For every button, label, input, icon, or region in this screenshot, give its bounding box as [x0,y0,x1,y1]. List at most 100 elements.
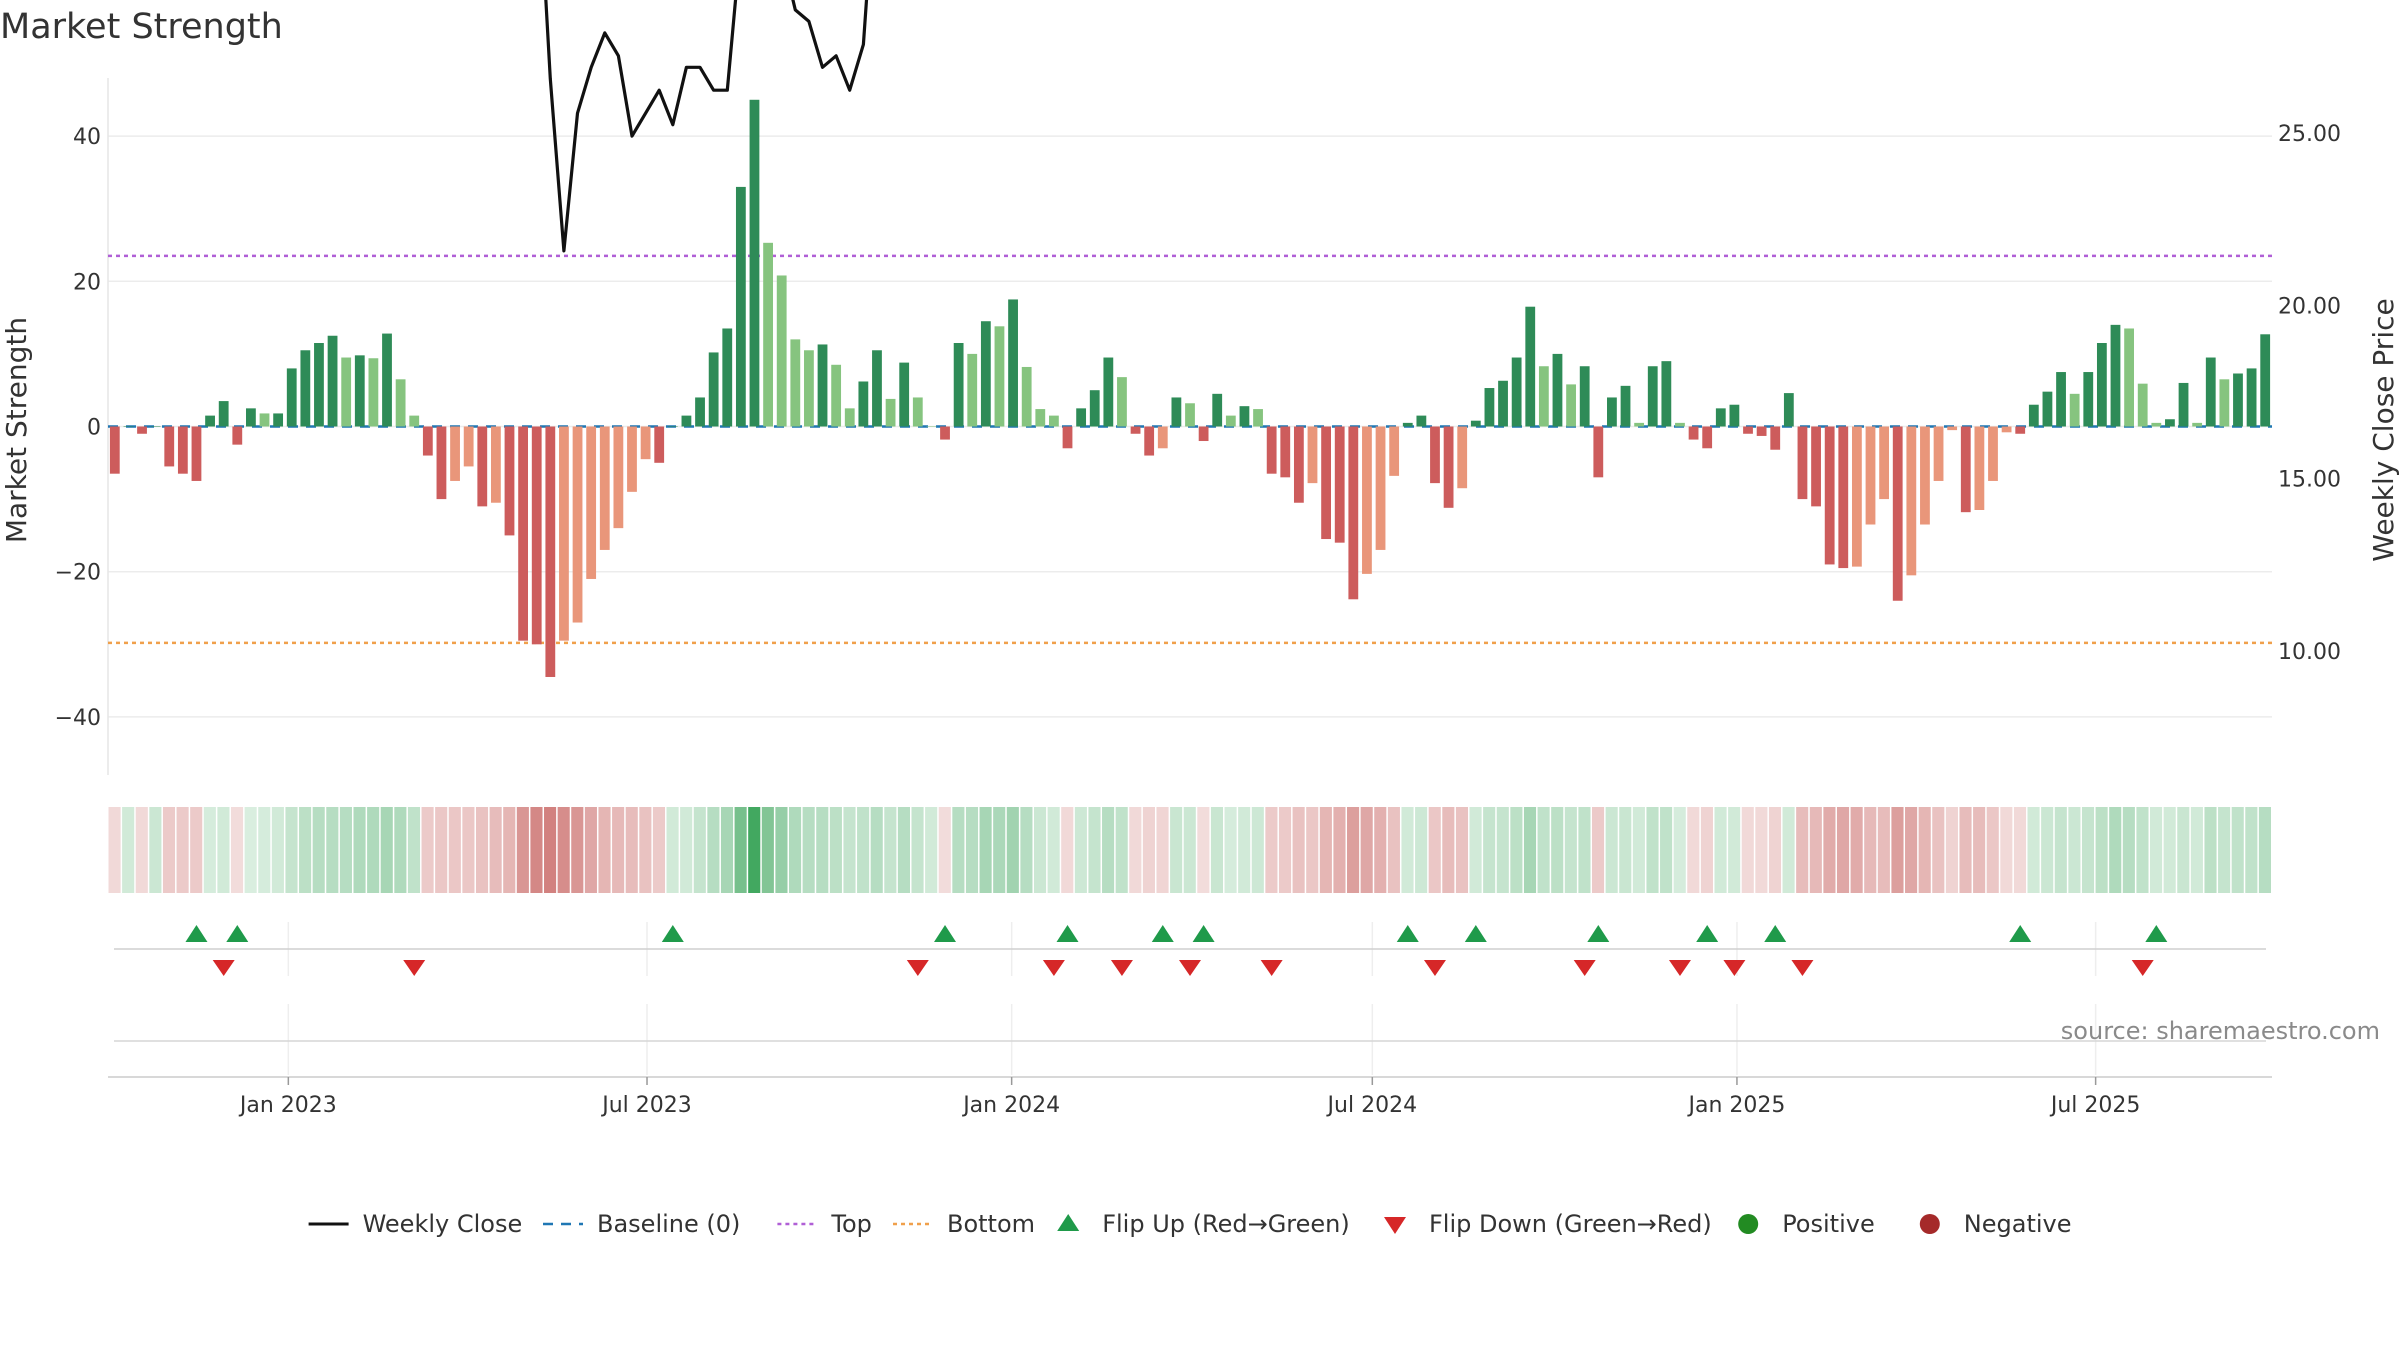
strip-cell [1183,807,1196,893]
strip-cell [1836,807,1850,893]
strip-cell [1986,807,1999,893]
strength-bar [1743,426,1753,434]
strength-bar [1756,426,1767,436]
strip-cell [1619,807,1632,893]
strip-cell [1142,807,1155,893]
strength-bar [1933,426,1944,481]
strip-cell [1877,807,1890,893]
strength-bar [735,186,746,427]
strip-cell [1156,807,1169,893]
flip-down-marker [1042,960,1065,976]
strip-cell [857,807,870,893]
strength-bar [300,350,311,427]
strength-bar [1593,426,1604,478]
strip-cell [1782,807,1795,893]
strength-bar [1525,306,1536,427]
strip-cell [1864,807,1877,893]
strip-cell [1469,807,1482,893]
flip-up-marker [1396,925,1419,942]
strip-cell [1020,807,1033,893]
strip-cell [1918,807,1931,893]
strip-cell [394,807,407,893]
strip-cell [1945,807,1958,893]
strip-cell [1455,807,1469,893]
legend-swatch-flip-up [1057,1214,1080,1231]
strength-bar [1675,422,1685,427]
strip-cell [1387,807,1400,893]
source-label: source: sharemaestro.com [2061,1017,2380,1045]
strength-bar [2178,382,2189,427]
strength-bar [804,350,814,427]
flip-down-marker [403,960,426,976]
strength-bar [2110,324,2121,427]
strip-cell [380,807,393,893]
legend-label: Top [830,1210,872,1238]
weekly-close-path [544,0,869,253]
strength-bar [1634,422,1645,427]
strip-cell [1673,807,1686,893]
strength-bar [1960,426,1971,513]
strength-bar [327,335,338,427]
strength-bar [354,355,365,427]
strip-cell [1973,807,1986,893]
strip-cell [1442,807,1455,893]
strip-cell [2177,807,2190,893]
strength-bar [1865,426,1876,525]
strength-bar [1430,426,1440,484]
strength-bar [1838,426,1849,569]
strength-bar [123,426,134,427]
strip-cell [2218,807,2231,893]
legend-label: Flip Up (Red→Green) [1102,1210,1350,1238]
strength-bar [858,381,869,427]
strip-cell [2245,807,2258,893]
strength-bar [885,398,896,427]
left-axis-ticks: 40 20 0 −20 −40 [55,125,101,731]
strength-bar [490,426,501,503]
strength-bar [1647,366,1658,427]
strength-bar [1851,426,1862,567]
strength-bar [1661,361,1672,427]
strip-cell [258,807,271,893]
strength-bar [164,426,175,467]
flip-down-marker [212,960,235,976]
legend: Weekly Close Baseline (0) Top Bottom Flip Up… [308,1210,2072,1238]
legend-label: Positive [1782,1210,1875,1238]
strip-cell [952,807,965,893]
strip-cell [666,807,679,893]
strength-bar [1470,420,1481,427]
strength-bar [1212,393,1223,427]
strip-cell [285,807,298,893]
flip-down-marker [1110,960,1133,976]
x-tick-label: Jul 2024 [1326,1093,1418,1118]
strength-bar [654,426,665,463]
flip-up-marker [1151,925,1174,942]
strip-cell [1755,807,1768,893]
strength-bar [2205,357,2216,427]
strength-bar [1389,426,1400,476]
strip-cell [271,807,284,893]
flip-up-marker [1192,925,1215,942]
strength-bar [817,344,828,427]
flip-up-marker [661,925,684,942]
strength-bar [1021,366,1032,427]
strip-cell [1224,807,1237,893]
strip-cell [1088,807,1101,893]
strip-cell [2163,807,2176,893]
strip-cell [530,807,543,893]
strength-bar [2001,426,2012,433]
strip-cell [1728,807,1741,893]
strength-bar [314,343,324,427]
weekly-close-line [544,0,869,253]
strip-cell [1306,807,1319,893]
strip-cell [870,807,883,893]
strip-cell [612,807,625,893]
strength-bar [1906,426,1917,576]
strip-cell [829,807,842,893]
flip-up-marker [185,925,208,942]
strip-cell [680,807,693,893]
strip-cell [707,807,720,893]
flip-up-marker [2145,925,2168,942]
strip-cell [230,807,244,893]
x-tick-label: Jul 2025 [2049,1093,2141,1118]
strip-cell [1047,807,1060,893]
